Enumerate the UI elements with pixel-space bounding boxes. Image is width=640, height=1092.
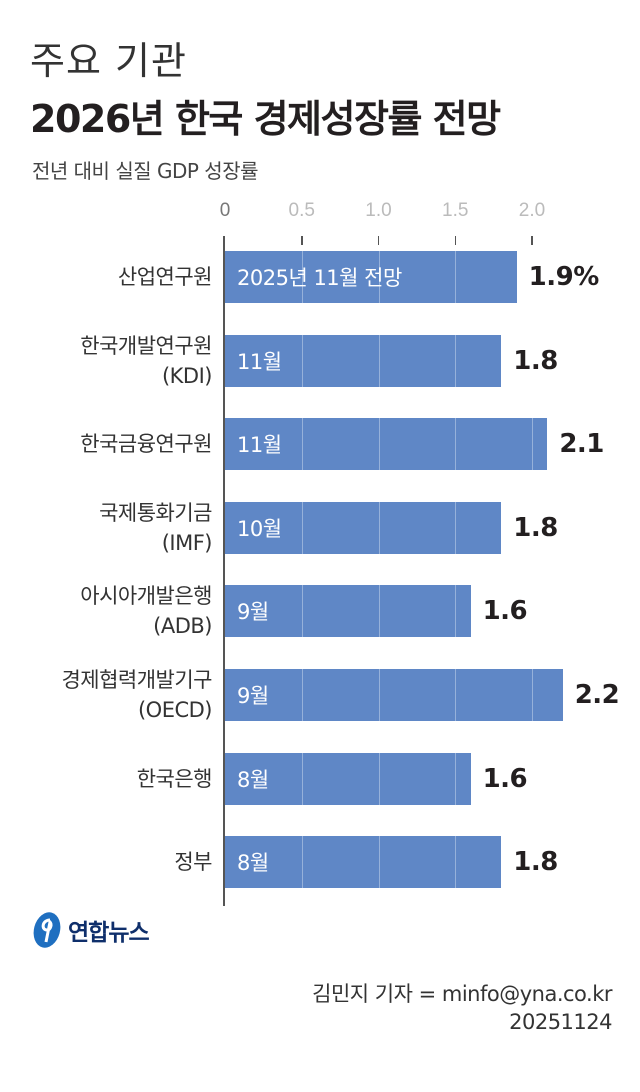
category-label-line: 한국금융연구원 — [80, 432, 212, 457]
gridline — [301, 669, 303, 721]
x-tick-mark — [301, 236, 303, 245]
data-label: 1.9% — [528, 262, 600, 292]
gridline — [301, 418, 303, 471]
category-label-line: 아시아개발은행 — [80, 584, 212, 609]
yonhap-logo-icon — [33, 912, 61, 948]
chart-title: 2026년 한국 경제성장률 전망 — [30, 97, 501, 141]
x-tick-mark — [454, 236, 456, 245]
gridline — [455, 418, 457, 471]
x-tick-label: 1.5 — [442, 200, 469, 221]
category-label-line: 국제통화기금 — [99, 500, 212, 525]
category-label: 국제통화기금 (IMF) — [99, 498, 212, 558]
bar: 10월 — [225, 501, 502, 554]
gridline — [455, 585, 457, 638]
gridline — [455, 669, 457, 721]
gridline — [378, 669, 380, 721]
category-label-line: (KDI) — [161, 363, 213, 388]
gridline — [301, 251, 303, 303]
gridline — [532, 418, 533, 471]
category-label-line: 한국개발연구원 — [80, 333, 212, 358]
category-label-line: (ADB) — [153, 614, 212, 639]
credit-date: 20251124 — [509, 1010, 612, 1034]
x-tick-mark — [377, 236, 380, 245]
x-tick-label: 1.0 — [365, 200, 392, 221]
x-tick-mark — [531, 236, 533, 245]
x-tick-label: 0 — [219, 200, 231, 221]
gridline — [301, 334, 303, 387]
data-label: 2.1 — [559, 429, 604, 460]
gridline — [532, 669, 533, 721]
data-label: 1.8 — [513, 847, 558, 878]
category-label-line: 정부 — [174, 850, 212, 875]
chart-kicker: 주요 기관 — [30, 39, 187, 83]
gridline — [301, 752, 303, 805]
gridline — [301, 836, 303, 889]
bar-note: 10월 — [237, 516, 282, 541]
category-label: 한국개발연구원 (KDI) — [80, 331, 212, 391]
bar: 9월 — [225, 585, 471, 638]
bar-note: 11월 — [237, 349, 282, 374]
category-label-line: (OECD) — [137, 698, 213, 722]
data-label: 1.6 — [482, 596, 528, 627]
bar: 2025년 11월 전망 — [225, 251, 517, 303]
gridline — [455, 334, 457, 387]
data-label: 2.2 — [574, 680, 620, 710]
bar-note: 9월 — [237, 684, 269, 708]
category-label: 경제협력개발기구 (OECD) — [61, 665, 212, 725]
bar-note: 8월 — [237, 851, 269, 876]
gridline — [301, 585, 303, 638]
yonhap-logo: 연합뉴스 — [30, 910, 150, 950]
category-label: 산업연구원 — [117, 262, 213, 292]
data-label: 1.8 — [513, 345, 558, 376]
bar: 9월 — [225, 669, 563, 721]
credit: 김민지 기자 = minfo@yna.co.kr 20251124 — [312, 980, 612, 1036]
category-label-line: (IMF) — [161, 530, 213, 555]
logo-text: 연합뉴스 — [68, 920, 150, 946]
bar-note: 8월 — [237, 767, 269, 792]
bar-note: 11월 — [237, 433, 282, 458]
category-label: 한국금융연구원 — [80, 429, 212, 459]
bar: 8월 — [225, 836, 502, 889]
gridline — [378, 418, 380, 471]
gridline — [378, 836, 380, 889]
gridline — [455, 501, 457, 554]
credit-author: 김민지 기자 = minfo@yna.co.kr — [312, 982, 612, 1006]
data-label: 1.8 — [513, 512, 558, 543]
gridline — [378, 501, 380, 554]
gridline — [301, 501, 303, 554]
y-axis-line — [223, 236, 225, 906]
bar-note: 2025년 11월 전망 — [237, 266, 402, 290]
category-label-line: 경제협력개발기구 — [61, 668, 212, 692]
bar-note: 9월 — [237, 600, 269, 625]
x-tick-label: 2.0 — [518, 200, 546, 221]
gridline — [378, 334, 380, 387]
data-label: 1.6 — [482, 763, 528, 794]
bar: 11월 — [225, 418, 548, 471]
x-tick-label: 0.5 — [288, 200, 315, 221]
chart-subtitle: 전년 대비 실질 GDP 성장률 — [32, 159, 259, 183]
bar: 11월 — [225, 334, 502, 387]
gridline — [455, 836, 457, 889]
category-label: 한국은행 — [136, 764, 213, 794]
gridline — [378, 251, 380, 303]
gridline — [378, 585, 380, 638]
gridline — [455, 752, 457, 805]
category-label: 정부 — [174, 847, 212, 877]
category-label-line: 한국은행 — [136, 766, 213, 791]
bar: 8월 — [225, 752, 471, 805]
gridline — [378, 752, 380, 805]
gridline — [455, 251, 457, 303]
category-label-line: 산업연구원 — [117, 265, 213, 289]
category-label: 아시아개발은행 (ADB) — [80, 581, 212, 641]
